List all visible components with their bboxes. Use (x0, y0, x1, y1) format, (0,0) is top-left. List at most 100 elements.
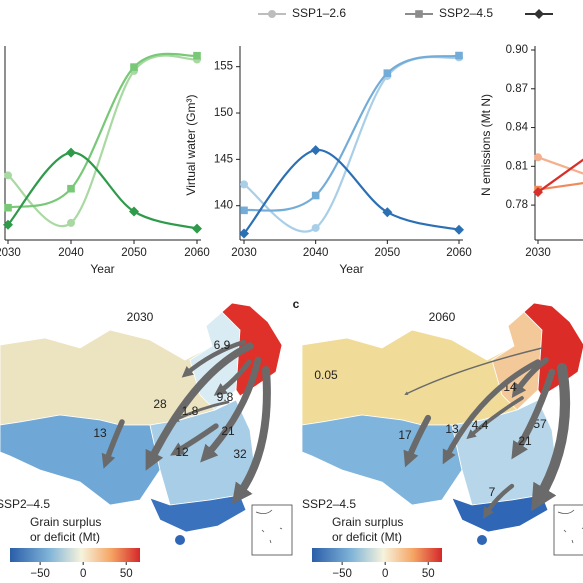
colorbar-tick-label: −50 (30, 568, 50, 580)
y-tick-label: 0.84 (506, 122, 529, 134)
marker-square (240, 206, 248, 215)
inset-frame (251, 504, 293, 556)
flow-label: 13 (445, 422, 459, 436)
flow-label: 6.9 (214, 338, 231, 352)
y-tick-label: 155 (214, 61, 233, 73)
flow-label: 21 (221, 424, 235, 438)
region (149, 494, 247, 533)
marker-diamond (239, 228, 249, 239)
marker-diamond (454, 224, 464, 235)
flow-arrow (404, 347, 543, 395)
island (175, 535, 185, 545)
marker-diamond (534, 9, 544, 19)
inset-coast (557, 509, 583, 544)
marker-diamond (310, 145, 321, 156)
colorbar-tick-label: 50 (120, 568, 133, 580)
colorbar-title: or deficit (Mt) (30, 530, 100, 544)
marker-circle (268, 10, 276, 18)
flow-label: 7 (489, 485, 496, 499)
flow-label: 1.8 (182, 404, 199, 418)
flow-arrow (531, 362, 571, 512)
flow-label: 13 (93, 426, 107, 440)
marker-diamond (192, 223, 202, 234)
marker-diamond (66, 147, 76, 158)
island (477, 535, 487, 545)
flow-label: 57 (533, 417, 547, 431)
x-tick-label: 2060 (446, 247, 472, 259)
x-tick-label: 2030 (0, 247, 21, 259)
x-tick-label: 2030 (525, 247, 551, 259)
x-tick-label: 2050 (121, 247, 147, 259)
charts: 2030 2040 2050 2060 Year 140 145 150 155 2030 2040… (0, 44, 583, 276)
marker-circle (311, 223, 320, 232)
marker-circle (534, 153, 542, 162)
series-line (243, 54, 460, 212)
flow-arrow (213, 359, 252, 396)
marker-circle (240, 180, 248, 189)
marker-square (130, 63, 138, 71)
flow-arrow (511, 368, 556, 460)
y-axis-label: N emissions (Mt N) (479, 94, 493, 196)
series-line (243, 148, 460, 235)
series-line (243, 55, 460, 233)
x-tick-label: 2030 (231, 247, 257, 259)
line-chart: 0.78 0.81 0.84 0.87 0.90 2030 N emissions (Mt … (479, 44, 583, 259)
series-line (7, 54, 198, 227)
series-line (537, 156, 583, 175)
marker-square (455, 51, 463, 60)
panel-label: c (293, 297, 300, 311)
marker-diamond (129, 206, 139, 217)
colorbar-tick-label: 0 (382, 568, 388, 580)
scenario-label: SSP2–4.5 (0, 497, 50, 511)
flow-label: 0.05 (314, 368, 338, 382)
region (301, 414, 463, 506)
y-tick-label: 140 (214, 200, 233, 212)
flow-arrow (442, 359, 541, 465)
x-tick-label: 2060 (184, 247, 210, 259)
flow-arrow (101, 419, 125, 469)
flow-label: 17 (398, 428, 412, 442)
marker-circle (67, 218, 75, 227)
legend-label: SSP2–4.5 (439, 6, 493, 20)
inset-coast (255, 509, 283, 544)
flow-arrow (171, 400, 230, 422)
colorbar-title: Grain surplus (30, 515, 101, 529)
y-axis-label: Virtual water (Gm³) (184, 94, 198, 195)
y-tick-label: 145 (214, 153, 233, 165)
colorbar-tick-label: 50 (422, 568, 435, 580)
marker-diamond (3, 219, 13, 230)
y-tick-label: 150 (214, 107, 233, 119)
map: 2030 6.9 28 1.8 9.8 13 21 12 32 SSP2–4.5 Grain sur… (0, 302, 293, 580)
flow-label: 32 (233, 447, 247, 461)
x-tick-label: 2040 (303, 247, 329, 259)
marker-square (415, 10, 423, 18)
legend: SSP1–2.6 SSP2–4.5 (258, 6, 553, 20)
flow-arrow (231, 366, 271, 505)
colorbar (10, 548, 140, 562)
marker-square (67, 184, 75, 193)
flow-arrow (170, 423, 219, 456)
scenario-label: SSP2–4.5 (302, 497, 356, 511)
flow-arrow (482, 483, 515, 519)
y-tick-label: 0.81 (506, 160, 528, 172)
series-line (537, 158, 583, 194)
map-title: 2060 (429, 310, 456, 324)
flow-arrow (466, 396, 524, 440)
flow-label: 9.8 (217, 390, 234, 404)
flow-arrow (181, 339, 247, 378)
legend-label: SSP1–2.6 (292, 6, 346, 20)
x-tick-label: 2040 (58, 247, 84, 259)
colorbar (312, 548, 442, 562)
marker-square (193, 51, 201, 60)
x-axis-label: Year (339, 262, 363, 276)
colorbar-title: Grain surplus (332, 515, 403, 529)
series-line (7, 52, 198, 209)
flow-label: 28 (153, 397, 167, 411)
flow-label: 4.4 (472, 418, 489, 432)
maps: c 2030 6.9 28 1.8 9.8 13 21 12 32 SSP2–4.5 Grain su… (0, 297, 583, 580)
marker-diamond (382, 207, 393, 218)
marker-square (383, 69, 392, 77)
y-tick-label: 0.90 (506, 44, 528, 56)
